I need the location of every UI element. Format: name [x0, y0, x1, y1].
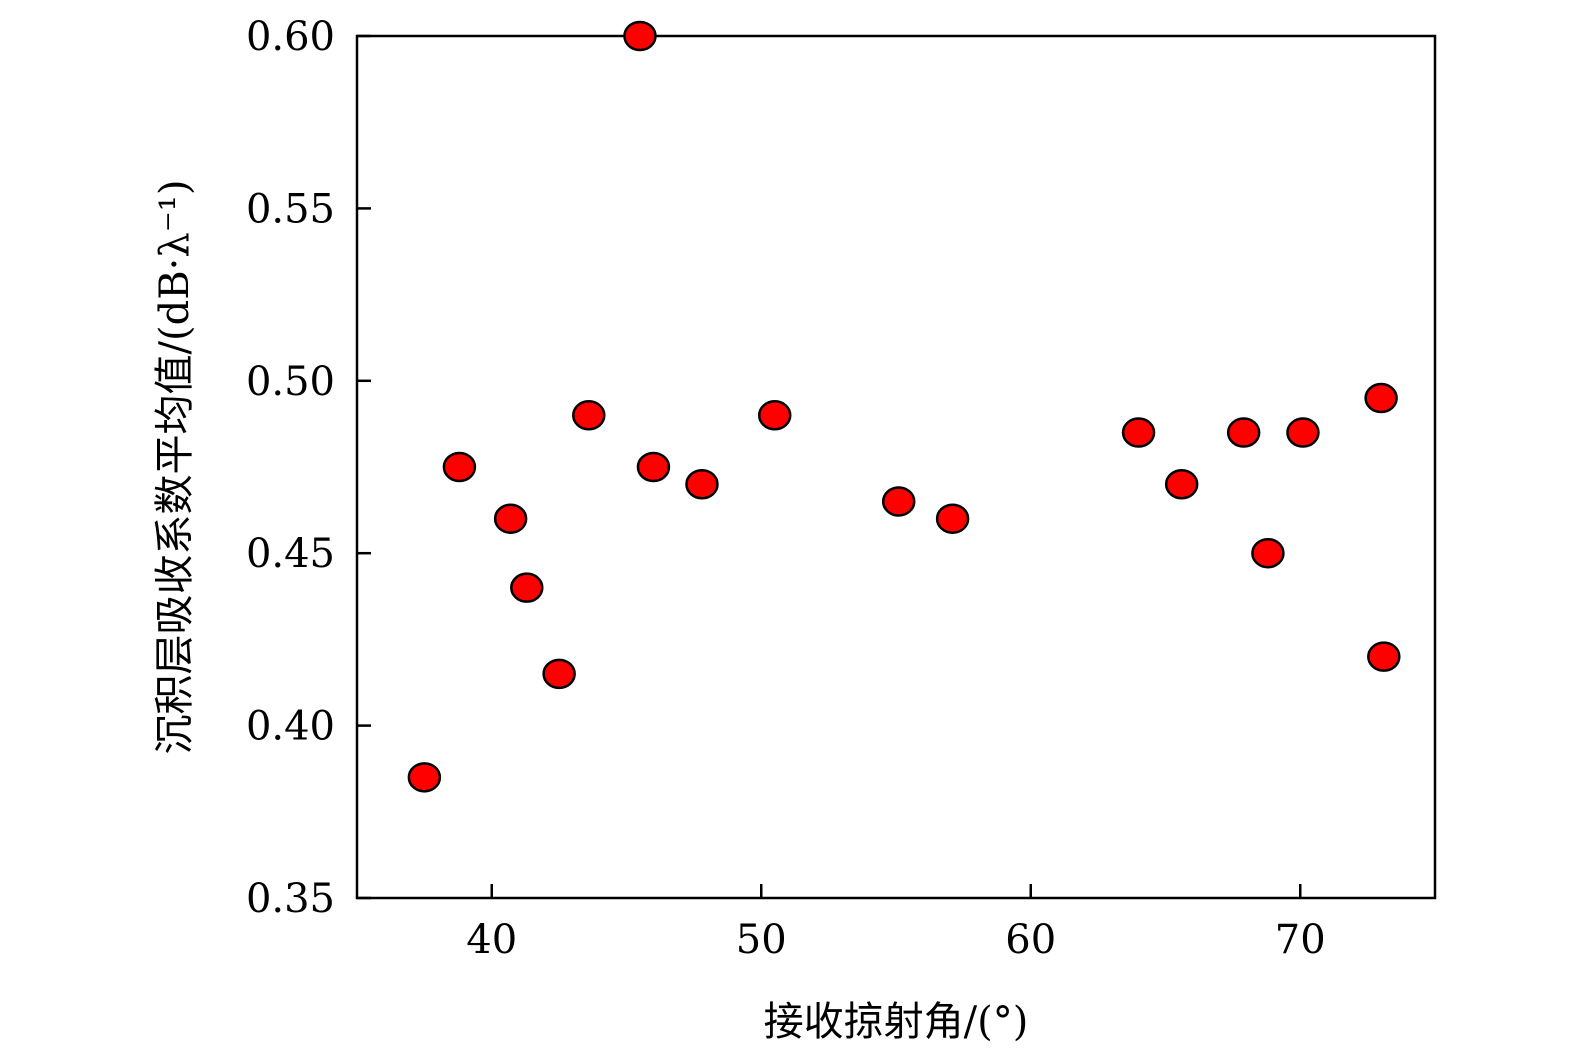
- x-tick-label: 70: [1275, 917, 1326, 963]
- scatter-point: [1164, 468, 1199, 500]
- y-tick-label: 0.60: [246, 14, 335, 60]
- scatter-point: [542, 658, 576, 690]
- scatter-point: [881, 486, 916, 517]
- x-tick-label: 60: [1005, 917, 1056, 963]
- x-axis-title: 接收掠射角/(°): [764, 999, 1029, 1045]
- x-tick-label: 50: [736, 917, 787, 963]
- scatter-point: [572, 400, 606, 431]
- scatter-point: [1364, 382, 1398, 414]
- scatter-point: [757, 400, 792, 431]
- scatter-point: [1251, 537, 1285, 569]
- scatter-point: [685, 468, 719, 500]
- x-tick-label: 40: [466, 917, 517, 963]
- y-tick-label: 0.50: [246, 359, 335, 405]
- data-points: [407, 20, 1401, 793]
- scatter-point: [493, 503, 528, 534]
- y-tick-label: 0.45: [246, 531, 335, 577]
- y-axis-title: 沉积层吸收系数平均值/(dB·λ⁻¹): [152, 180, 198, 755]
- y-tick-label: 0.55: [246, 186, 335, 232]
- scatter-point: [1286, 417, 1320, 448]
- scatter-point: [510, 572, 544, 603]
- scatter-point: [1226, 417, 1261, 448]
- scatter-point: [935, 503, 970, 534]
- y-axis: 0.35 0.40 0.45 0.50 0.55 0.60: [246, 14, 371, 922]
- scatter-point: [1367, 641, 1401, 672]
- x-axis: 40 50 60 70: [466, 884, 1326, 963]
- scatter-point: [442, 451, 477, 483]
- plot-frame: [355, 34, 1437, 900]
- scatter-point: [636, 451, 671, 483]
- scatter-point: [623, 20, 657, 52]
- y-tick-label: 0.40: [246, 704, 335, 750]
- y-tick-label: 0.35: [246, 876, 335, 922]
- scatter-point: [407, 762, 442, 793]
- scatter-point: [1121, 417, 1156, 448]
